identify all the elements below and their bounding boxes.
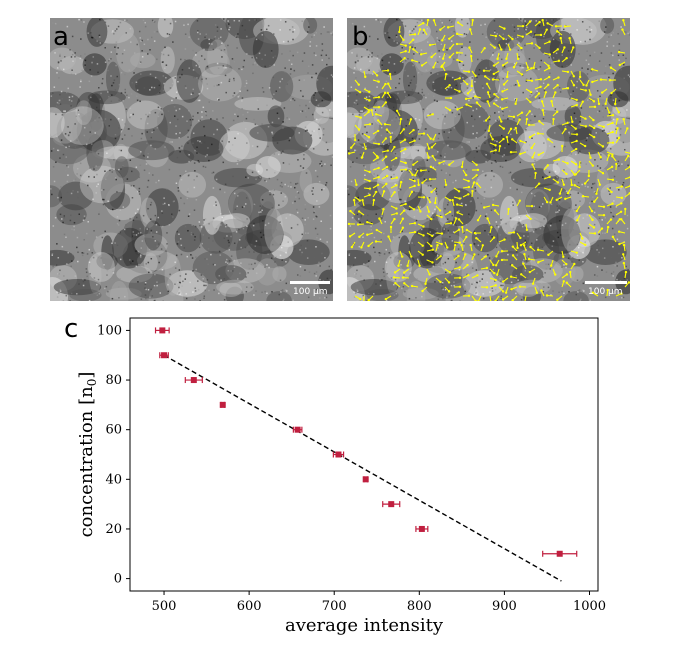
- point-marker: [335, 451, 342, 458]
- x-tick-label: 500: [152, 599, 177, 614]
- x-tick-label: 900: [492, 599, 517, 614]
- data-point: [382, 501, 401, 508]
- data-point: [184, 377, 203, 384]
- y-tick-label: 0: [114, 572, 122, 587]
- data-point: [154, 327, 170, 334]
- data-point: [219, 401, 226, 408]
- panel-label-b: b: [352, 22, 369, 52]
- micrograph-panel-a: 100 µm: [50, 18, 333, 301]
- data-point: [292, 426, 303, 433]
- y-tick-label: 100: [97, 323, 122, 338]
- point-marker: [190, 377, 197, 384]
- image-texture: [347, 18, 630, 301]
- point-marker: [161, 352, 168, 359]
- y-axis-label: concentration [n0]: [76, 372, 99, 538]
- plot-frame: [129, 317, 599, 592]
- panel-label-a: a: [53, 22, 69, 52]
- linear-fit-line: [163, 354, 562, 582]
- y-axis-label-subscript: 0: [85, 379, 99, 387]
- point-marker: [219, 401, 226, 408]
- scale-bar-label-b: 100 µm: [588, 287, 623, 297]
- point-marker: [159, 327, 166, 334]
- point-marker: [362, 476, 369, 483]
- micrograph-image-b-with-quiver: [347, 18, 630, 301]
- data-point: [159, 352, 169, 359]
- data-point: [362, 476, 369, 483]
- x-tick-label: 600: [237, 599, 262, 614]
- point-marker: [388, 501, 395, 508]
- micrograph-panel-b: 100 µm: [347, 18, 630, 301]
- data-point: [542, 550, 578, 557]
- axis-ticks: 500 600 700 800 900 1000 0 20 40 60 80 100: [97, 323, 606, 614]
- point-marker: [556, 550, 563, 557]
- point-marker: [294, 426, 301, 433]
- scatter-chart: 500 600 700 800 900 1000 0 20 40 60 80 100 average …: [76, 317, 606, 636]
- data-point: [332, 451, 345, 458]
- scale-bar-a: [290, 281, 330, 284]
- y-tick-label: 40: [105, 472, 122, 487]
- image-texture: [50, 18, 333, 301]
- y-tick-label: 20: [105, 522, 122, 537]
- y-tick-label: 80: [105, 373, 122, 388]
- quiver-arrows: [347, 18, 630, 301]
- x-tick-label: 700: [322, 599, 347, 614]
- y-axis-label-main: concentration [n: [76, 386, 97, 538]
- x-tick-label: 800: [407, 599, 432, 614]
- micrograph-image-a: [50, 18, 333, 301]
- panel-label-c: c: [64, 314, 79, 344]
- x-axis-label: average intensity: [285, 615, 444, 636]
- x-tick-label: 1000: [573, 599, 606, 614]
- data-points: [154, 327, 578, 557]
- point-marker: [418, 525, 425, 532]
- y-axis-label-close: ]: [76, 372, 97, 379]
- y-tick-label: 60: [105, 423, 122, 438]
- data-point: [415, 525, 429, 532]
- scale-bar-b: [585, 281, 627, 284]
- scale-bar-label-a: 100 µm: [293, 287, 328, 297]
